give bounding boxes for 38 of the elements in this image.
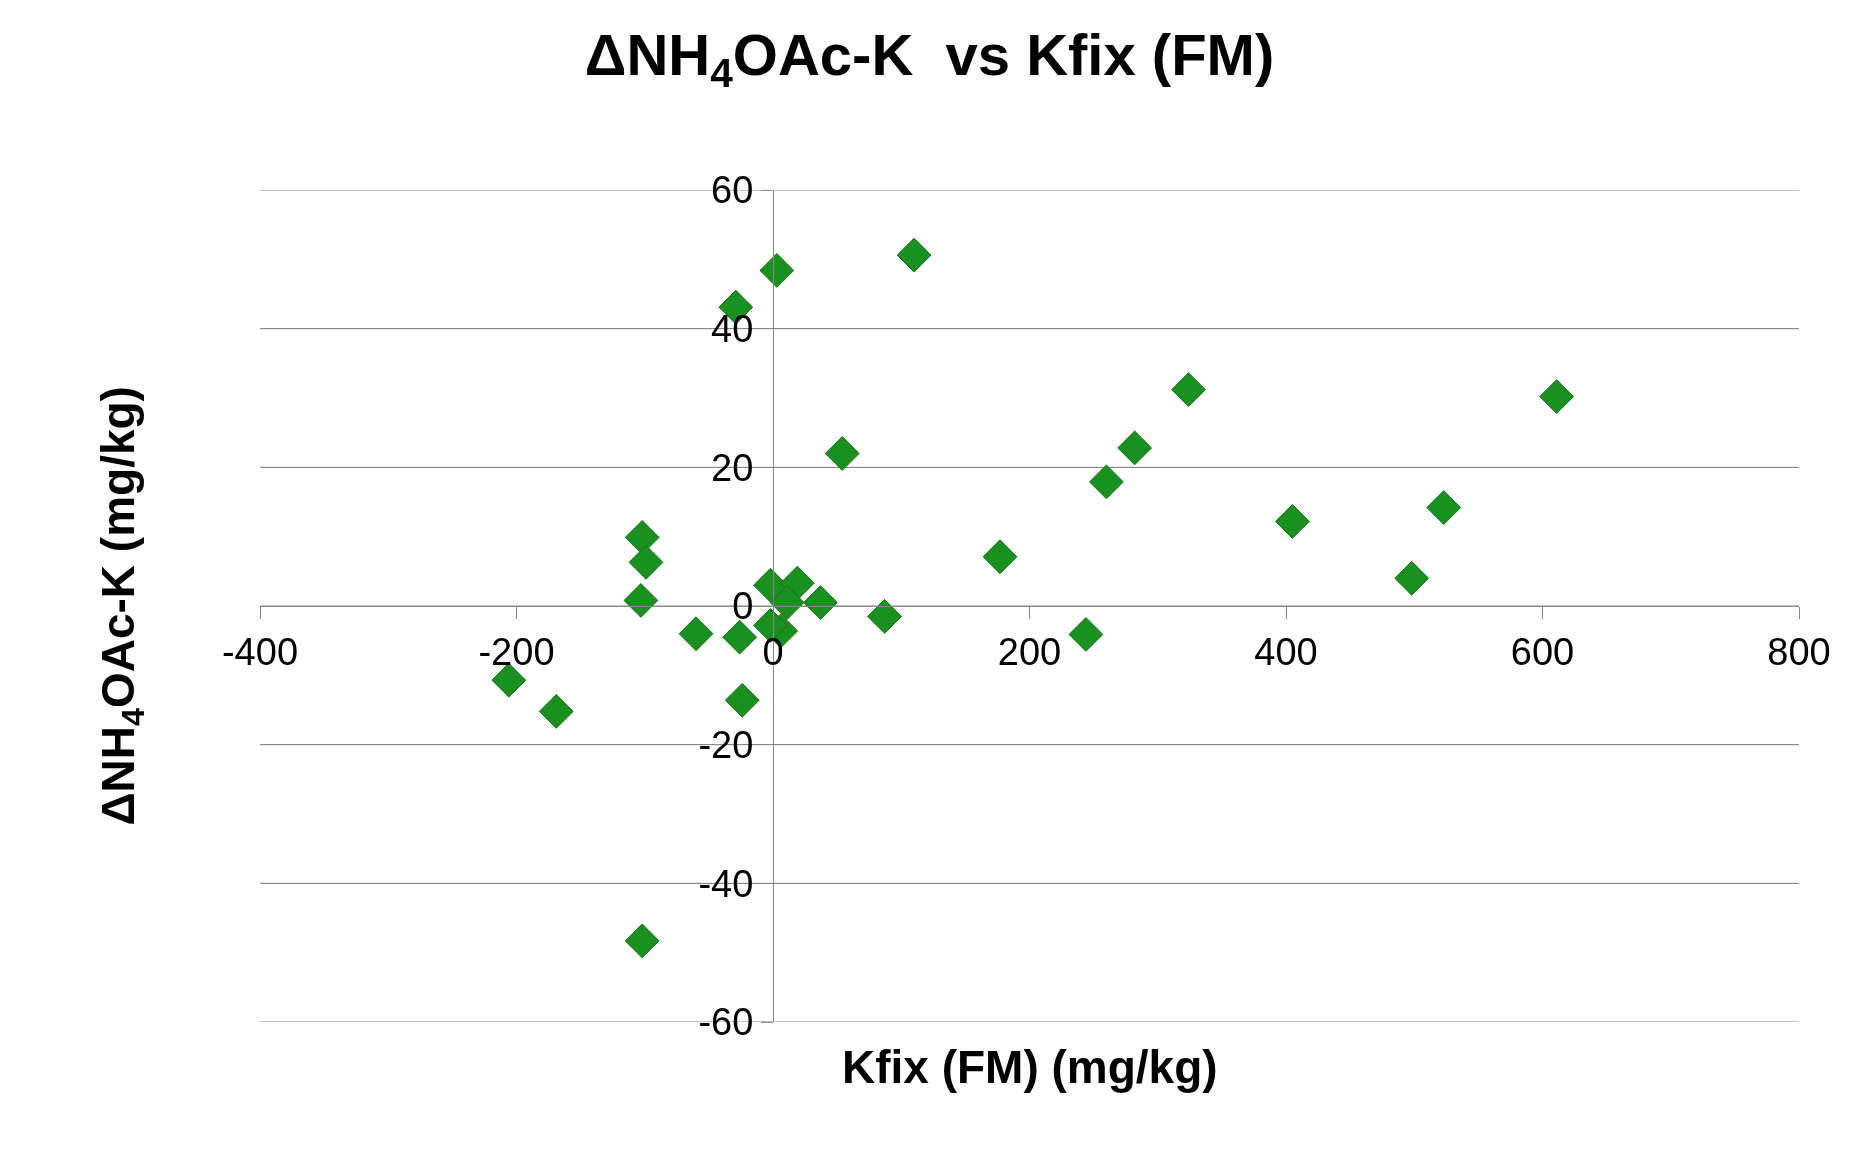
x-tick-label: 400 bbox=[1254, 630, 1318, 673]
y-tick-label: 0 bbox=[732, 585, 754, 628]
y-tick-label: 60 bbox=[711, 169, 754, 212]
x-axis-title: Kfix (FM) (mg/kg) bbox=[842, 1041, 1218, 1093]
point bbox=[1426, 490, 1462, 525]
x-tick-label: -200 bbox=[478, 630, 555, 673]
x-tick-label: -400 bbox=[221, 630, 299, 673]
x-tick-label: 0 bbox=[762, 630, 784, 673]
point bbox=[759, 253, 795, 288]
point bbox=[624, 923, 660, 959]
y-tick-label: -20 bbox=[698, 723, 754, 766]
point bbox=[1089, 464, 1124, 500]
point bbox=[867, 599, 902, 634]
y-tick-label: 40 bbox=[711, 307, 754, 350]
point bbox=[623, 583, 659, 618]
point bbox=[724, 682, 760, 718]
point bbox=[628, 544, 664, 580]
point bbox=[1275, 504, 1310, 539]
point bbox=[1068, 617, 1104, 652]
y-tick-label: -60 bbox=[698, 1001, 754, 1044]
y-tick-label: -40 bbox=[698, 862, 754, 905]
x-tick-label: 800 bbox=[1767, 630, 1831, 673]
point bbox=[538, 693, 574, 729]
point bbox=[1394, 560, 1430, 596]
point bbox=[678, 616, 714, 652]
x-tick-label: 200 bbox=[997, 630, 1062, 673]
chart-title: ΔNH$_{4}$OAc-K vs Kfix (FM) bbox=[584, 22, 1275, 97]
point bbox=[896, 237, 932, 273]
point bbox=[769, 585, 805, 620]
point bbox=[982, 539, 1018, 575]
point bbox=[803, 585, 838, 620]
y-tick-label: 20 bbox=[711, 446, 754, 489]
x-tick-label: 600 bbox=[1510, 630, 1575, 673]
point bbox=[722, 619, 758, 655]
point bbox=[824, 436, 860, 471]
point bbox=[1171, 372, 1206, 408]
point bbox=[1117, 430, 1153, 466]
point bbox=[1539, 379, 1575, 415]
